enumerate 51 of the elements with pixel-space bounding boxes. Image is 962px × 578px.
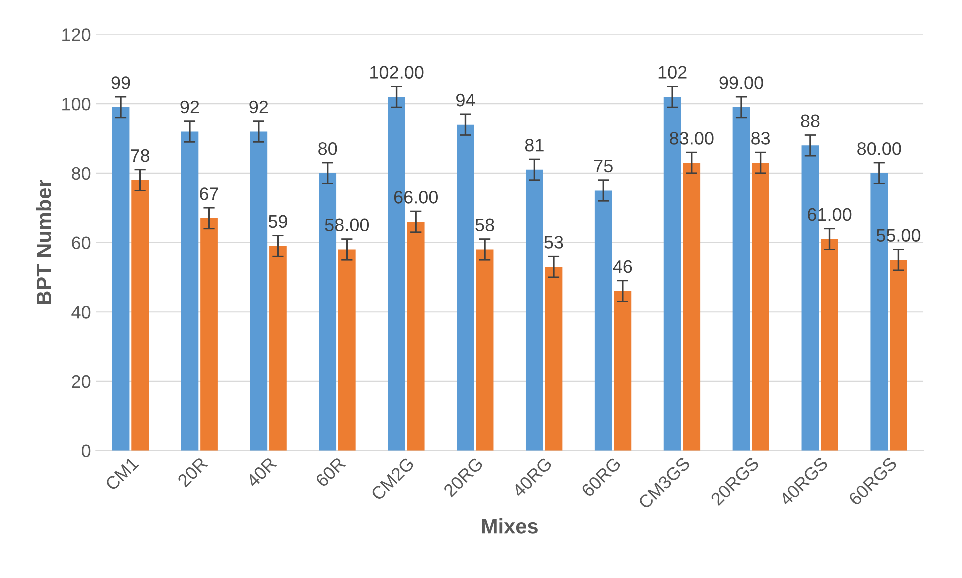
bar: [112, 108, 130, 451]
data-label: 58: [476, 218, 494, 232]
data-label: 46: [613, 260, 632, 274]
y-tick-label: 40: [72, 306, 91, 319]
data-label: 67: [200, 188, 218, 200]
data-label: 94: [456, 94, 476, 107]
data-label: 102: [658, 66, 687, 79]
x-tick-label: 40R: [246, 456, 278, 488]
bar: [732, 108, 750, 451]
data-label: 99: [112, 76, 130, 90]
bar: [821, 239, 838, 451]
bar: [476, 250, 494, 451]
x-tick-label: 20R: [177, 456, 208, 488]
data-label: 78: [131, 149, 150, 162]
bar: [200, 218, 218, 451]
data-label: 80: [318, 142, 338, 156]
bar: [594, 190, 612, 451]
bar: [407, 222, 425, 451]
bar: [181, 132, 199, 451]
data-label: 88: [801, 114, 820, 128]
data-label: 92: [250, 100, 268, 114]
x-axis-title: Mixes: [482, 518, 538, 534]
bar: [457, 124, 474, 451]
data-label: 102.00: [370, 66, 424, 79]
y-axis-title: BPT Number: [36, 180, 52, 304]
data-label: 81: [525, 139, 544, 152]
bar: [270, 246, 287, 451]
bar: [132, 180, 150, 451]
data-label: 83: [752, 132, 770, 145]
y-tick-label: 100: [62, 98, 91, 111]
data-label: 59: [268, 215, 288, 228]
bar: [683, 162, 701, 451]
data-label: 75: [594, 160, 613, 173]
bar: [338, 250, 356, 451]
bar: [250, 132, 268, 451]
bar: [890, 260, 908, 451]
y-tick-label: 0: [82, 444, 91, 458]
bar: [614, 291, 632, 451]
data-label: 99.00: [720, 76, 764, 90]
bar: [526, 170, 544, 451]
x-tick-label: CM1: [104, 456, 140, 492]
y-tick-label: 120: [62, 28, 91, 42]
bar: [545, 267, 563, 451]
y-tick-label: 60: [72, 236, 91, 250]
data-label: 92: [180, 100, 200, 114]
y-tick-label: 80: [72, 167, 91, 180]
bar: [752, 162, 770, 451]
data-label: 53: [544, 236, 564, 249]
y-tick-label: 20: [72, 375, 91, 388]
data-label: 80.00: [858, 142, 902, 156]
x-tick-label: 60R: [315, 456, 346, 488]
